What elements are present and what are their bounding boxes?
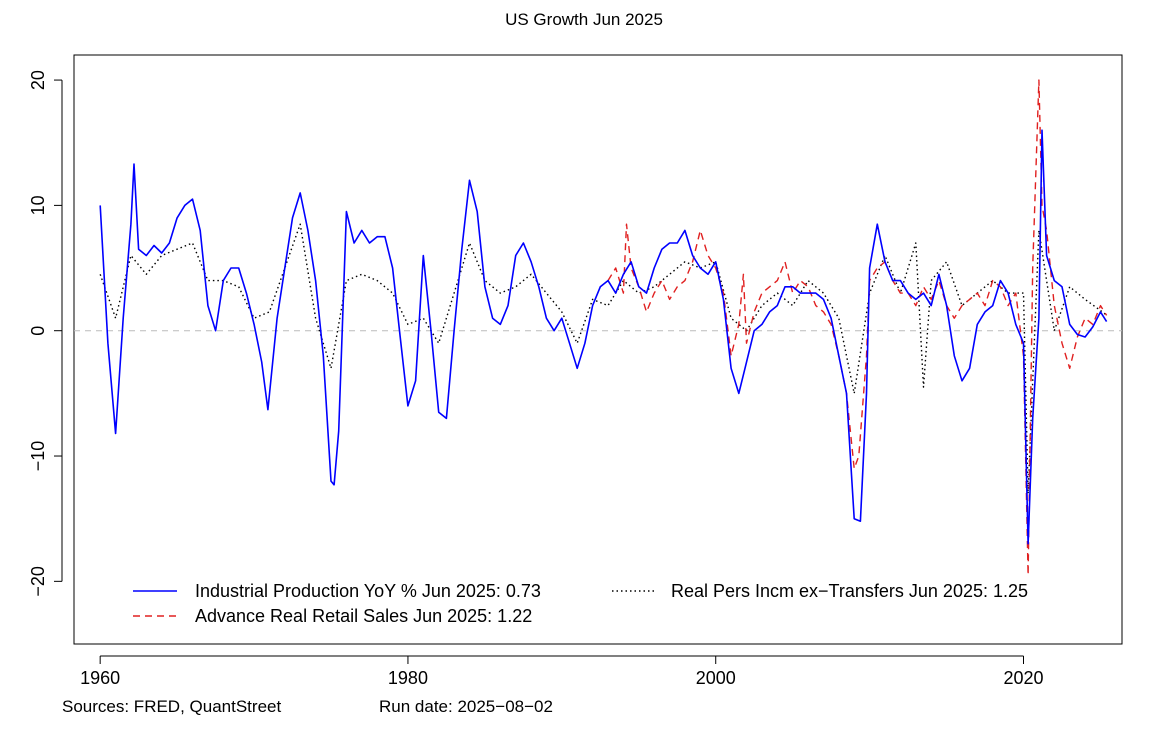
x-tick-label-2: 2000 (696, 668, 736, 688)
y-tick-label-3: −10 (28, 441, 48, 472)
run-date-label: Run date: 2025−08−02 (379, 697, 553, 716)
y-tick-label-2: 0 (28, 326, 48, 336)
y-tick-label-4: −20 (28, 566, 48, 597)
y-tick-label-1: 10 (28, 195, 48, 215)
legend-label-1: Real Pers Incm ex−Transfers Jun 2025: 1.… (671, 581, 1028, 601)
legend-label-0: Industrial Production YoY % Jun 2025: 0.… (195, 581, 541, 601)
series-line-1 (607, 79, 1108, 576)
y-axis: 20 10 0 −10 −20 (28, 70, 63, 597)
y-tick-label-0: 20 (28, 70, 48, 90)
chart-title: US Growth Jun 2025 (505, 10, 663, 29)
x-tick-label-3: 2020 (1003, 668, 1043, 688)
legend-label-2: Advance Real Retail Sales Jun 2025: 1.22 (195, 606, 532, 626)
series-line-0 (99, 129, 1108, 545)
x-tick-label-1: 1980 (388, 668, 428, 688)
plot-frame (73, 54, 1123, 645)
legend: Industrial Production YoY % Jun 2025: 0.… (133, 581, 1028, 626)
sources-label: Sources: FRED, QuantStreet (62, 697, 282, 716)
x-axis: 1960 1980 2000 2020 (80, 655, 1044, 688)
x-tick-label-0: 1960 (80, 668, 120, 688)
